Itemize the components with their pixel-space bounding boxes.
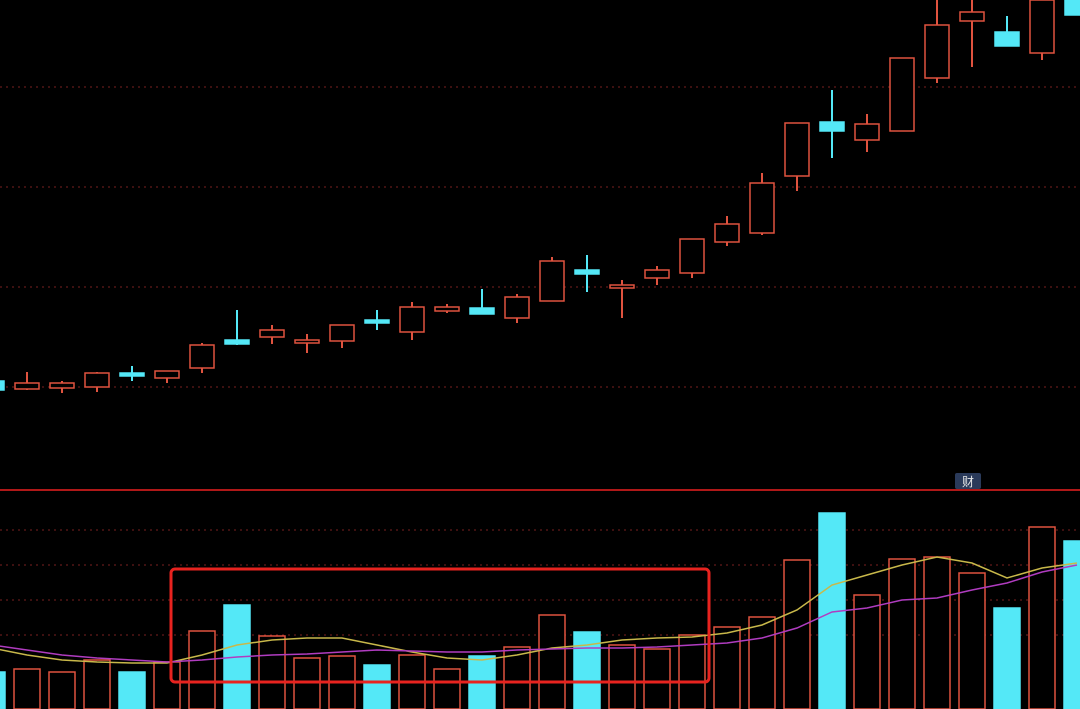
volume-bar <box>958 572 986 709</box>
volume-bar <box>643 648 671 709</box>
candle-body <box>1029 0 1055 54</box>
candle-body <box>329 324 355 342</box>
volume-bar <box>608 644 636 709</box>
candle-body <box>644 269 670 279</box>
volume-bar <box>503 646 531 709</box>
candle-body <box>294 339 320 344</box>
volume-bar <box>153 661 181 709</box>
volume-bar <box>83 659 111 709</box>
candle-body <box>0 380 5 391</box>
volume-bar <box>993 607 1021 709</box>
ma-line <box>0 564 1078 663</box>
volume-bar <box>48 671 76 709</box>
volume-bar <box>923 556 951 709</box>
volume-bar <box>713 626 741 709</box>
candle-body <box>854 123 880 141</box>
volume-bar <box>13 668 41 709</box>
volume-bar <box>748 616 776 709</box>
candle-body <box>679 238 705 274</box>
candle-body <box>399 306 425 333</box>
candle-body <box>574 269 600 275</box>
candle-body <box>959 11 985 22</box>
volume-bar <box>888 558 916 709</box>
volume-bar <box>0 671 6 709</box>
candle-body <box>364 319 390 324</box>
candle-body <box>994 31 1020 47</box>
candle-body <box>504 296 530 319</box>
volume-bar <box>258 635 286 709</box>
candle-body <box>889 57 915 132</box>
volume-bar <box>853 594 881 709</box>
volume-bar <box>678 634 706 709</box>
badge-text: 财 <box>962 475 974 489</box>
candle-body <box>259 329 285 338</box>
candle-body <box>224 339 250 345</box>
candle-body <box>14 382 40 390</box>
candle-body <box>539 260 565 302</box>
candle-body <box>154 370 180 379</box>
candle-body <box>1064 0 1080 16</box>
volume-bar <box>188 630 216 709</box>
badge[interactable] <box>955 473 981 489</box>
candle-body <box>84 372 110 388</box>
candle-body <box>189 344 215 369</box>
highlight-box <box>169 567 711 684</box>
candle-body <box>119 372 145 377</box>
volume-bar <box>433 668 461 709</box>
candle-body <box>714 223 740 243</box>
volume-bar <box>1063 540 1080 709</box>
volume-bar <box>1028 526 1056 709</box>
volume-bar <box>783 559 811 709</box>
candle-body <box>819 121 845 132</box>
volume-bar <box>363 664 391 709</box>
candle-body <box>49 382 75 389</box>
candle-body <box>469 307 495 315</box>
candle-body <box>924 24 950 79</box>
candle-body <box>609 284 635 289</box>
candle-body <box>749 182 775 234</box>
candle-body <box>434 306 460 312</box>
volume-bar <box>118 671 146 709</box>
volume-bar <box>538 614 566 709</box>
candle-body <box>784 122 810 177</box>
